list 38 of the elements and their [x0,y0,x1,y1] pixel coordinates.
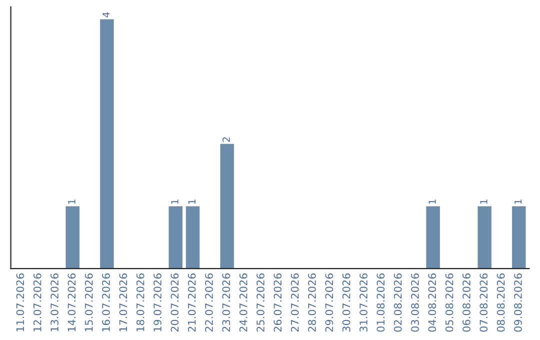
data-label: 2 [222,137,230,142]
data-label: 1 [171,200,178,204]
x-tick-label: 07.08.2026 [480,273,488,332]
x-tick-label: 15.07.2026 [84,273,93,332]
x-tick-label: 23.07.2026 [222,273,230,332]
x-tick-label: 20.07.2026 [170,273,179,332]
x-tick-label: 21.07.2026 [188,273,196,332]
x-tick-label: 01.08.2026 [376,273,385,332]
data-label: 1 [514,200,522,204]
x-tick-label: 29.07.2026 [325,273,334,332]
x-tick-label: 04.08.2026 [428,273,436,332]
x-tick-label: 28.07.2026 [308,273,316,332]
x-tick-label: 13.07.2026 [50,273,58,332]
x-tick-label: 18.07.2026 [136,273,144,332]
x-tick-label: 11.07.2026 [16,273,24,332]
x-tick-label: 19.07.2026 [154,273,162,332]
data-label: 4 [102,12,110,18]
x-tick-label: 12.07.2026 [33,273,42,332]
x-tick-label: 09.08.2026 [514,273,522,332]
data-label: 1 [428,200,436,204]
x-tick-label: 24.07.2026 [239,273,248,332]
x-tick-label: 26.07.2026 [274,273,282,332]
x-tick-label: 03.08.2026 [411,273,419,332]
data-label: 1 [68,200,76,204]
x-tick-label: 06.08.2026 [462,273,470,332]
x-tick-label: 27.07.2026 [290,273,299,332]
x-tick-label: 14.07.2026 [68,273,76,332]
x-tick-label: 25.07.2026 [256,273,264,332]
data-label: 1 [480,200,488,204]
x-tick-label: 22.07.2026 [205,273,213,332]
x-tick-label: 30.07.2026 [342,273,350,332]
x-tick-label: 05.08.2026 [445,273,454,332]
x-tick-label: 02.08.2026 [394,273,402,332]
x-tick-label: 17.07.2026 [119,273,128,332]
data-label: 1 [188,200,196,204]
x-tick-label: 08.08.2026 [496,273,505,332]
x-tick-label: 16.07.2026 [102,273,110,332]
x-tick-label: 31.07.2026 [360,273,368,332]
